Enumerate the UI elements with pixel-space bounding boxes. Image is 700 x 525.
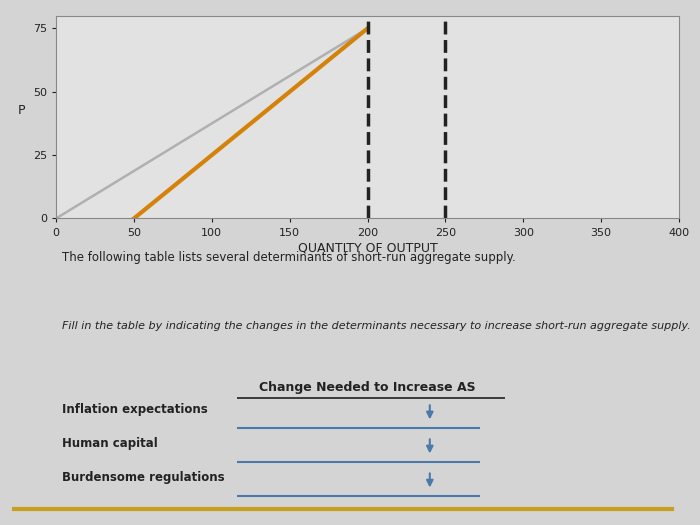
Text: Fill in the table by indicating the changes in the determinants necessary to inc: Fill in the table by indicating the chan… — [62, 321, 691, 331]
Text: The following table lists several determinants of short-run aggregate supply.: The following table lists several determ… — [62, 250, 516, 264]
X-axis label: QUANTITY OF OUTPUT: QUANTITY OF OUTPUT — [298, 242, 438, 255]
Y-axis label: P: P — [18, 104, 25, 117]
Text: Change Needed to Increase AS: Change Needed to Increase AS — [259, 381, 476, 394]
Text: Human capital: Human capital — [62, 437, 158, 450]
Text: Burdensome regulations: Burdensome regulations — [62, 471, 225, 484]
Text: Inflation expectations: Inflation expectations — [62, 403, 208, 416]
